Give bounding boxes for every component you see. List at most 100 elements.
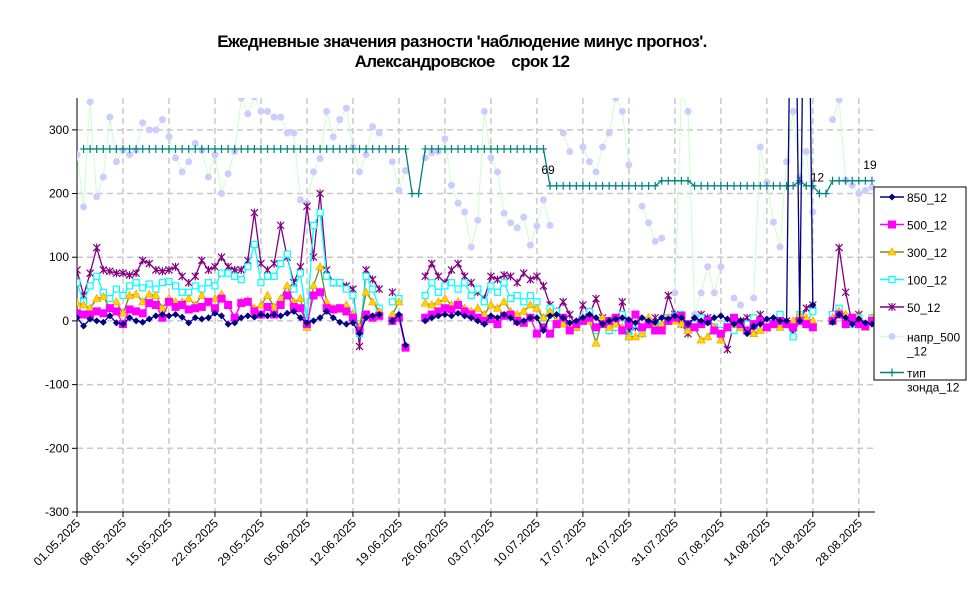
- data-point: [250, 240, 258, 249]
- data-point: [171, 302, 180, 311]
- data-point: [500, 311, 508, 319]
- data-point: [559, 181, 567, 190]
- data-point: [329, 314, 337, 322]
- data-point: [388, 317, 396, 325]
- data-point: [151, 265, 160, 274]
- data-point: [546, 312, 554, 320]
- data-point: [165, 312, 173, 320]
- data-point: [79, 310, 88, 319]
- data-point: [493, 314, 501, 322]
- data-point: [500, 209, 508, 217]
- data-point: [690, 323, 699, 332]
- data-point: [599, 181, 607, 190]
- data-point: [92, 307, 101, 316]
- data-point: [441, 282, 449, 290]
- data-point: [290, 144, 298, 153]
- data-point: [696, 335, 706, 344]
- data-point: [217, 269, 226, 277]
- data-point: [283, 129, 291, 137]
- data-point: [683, 325, 693, 334]
- data-point: [533, 144, 541, 153]
- x-tick-label: 07.08.2025: [675, 516, 728, 569]
- data-point: [119, 320, 127, 328]
- data-point: [808, 323, 817, 332]
- data-point: [111, 297, 122, 306]
- data-point: [467, 278, 476, 287]
- data-point: [191, 139, 199, 147]
- data-point: [848, 181, 856, 189]
- data-point: [539, 281, 548, 290]
- data-point: [624, 320, 633, 329]
- data-point: [230, 265, 239, 274]
- data-point: [237, 144, 245, 153]
- legend-marker: [888, 193, 896, 201]
- data-point: [335, 304, 344, 313]
- data-point: [191, 282, 199, 290]
- data-point: [658, 234, 666, 242]
- data-point: [126, 151, 134, 159]
- data-point: [428, 279, 436, 287]
- data-point: [566, 319, 574, 327]
- data-point: [565, 310, 574, 319]
- data-point: [342, 285, 350, 293]
- data-point: [618, 181, 626, 190]
- data-point: [224, 170, 232, 178]
- data-point: [599, 320, 607, 328]
- data-point: [474, 216, 482, 224]
- data-point: [77, 279, 81, 287]
- data-point: [604, 322, 614, 331]
- data-point: [362, 144, 370, 153]
- data-point: [421, 144, 429, 153]
- data-point: [716, 329, 725, 338]
- y-tick-label: -200: [45, 441, 69, 455]
- data-point: [645, 317, 653, 325]
- data-point: [592, 294, 600, 303]
- data-point: [684, 320, 692, 328]
- data-point: [684, 176, 692, 185]
- data-point: [316, 209, 324, 217]
- data-point: [80, 203, 88, 211]
- data-point: [434, 144, 442, 153]
- data-point: [789, 107, 797, 115]
- data-point: [638, 181, 646, 190]
- data-point: [526, 291, 534, 300]
- data-point: [263, 272, 272, 280]
- data-point: [631, 181, 639, 190]
- data-point: [612, 181, 620, 190]
- data-point: [99, 309, 108, 318]
- data-point: [533, 314, 541, 322]
- data-point: [730, 294, 738, 302]
- data-point: [835, 98, 843, 104]
- data-point: [92, 293, 102, 303]
- data-point: [191, 144, 199, 153]
- legend-label: 300_12: [907, 246, 947, 260]
- data-point: [697, 289, 705, 297]
- data-point: [336, 144, 344, 153]
- data-point: [165, 265, 173, 274]
- data-point: [368, 275, 377, 284]
- data-point: [230, 313, 239, 322]
- data-point: [762, 323, 771, 332]
- x-tick-label: 01.05.2025: [31, 516, 84, 569]
- data-point: [487, 154, 495, 162]
- data-point: [86, 269, 95, 278]
- data-point: [151, 301, 160, 309]
- data-point: [447, 144, 455, 153]
- data-point: [769, 314, 777, 322]
- data-point: [375, 129, 383, 137]
- data-point: [139, 284, 147, 292]
- data-point: [480, 107, 488, 115]
- data-point: [178, 313, 186, 321]
- data-point: [144, 289, 154, 298]
- data-point: [526, 144, 534, 153]
- data-point: [250, 144, 258, 153]
- data-point: [743, 330, 751, 338]
- data-point: [867, 316, 875, 325]
- legend-marker: [887, 247, 897, 256]
- data-point: [441, 135, 449, 143]
- data-point: [356, 168, 364, 176]
- data-point: [172, 154, 180, 162]
- data-point: [513, 224, 521, 232]
- data-point: [78, 300, 89, 309]
- data-point: [342, 104, 350, 112]
